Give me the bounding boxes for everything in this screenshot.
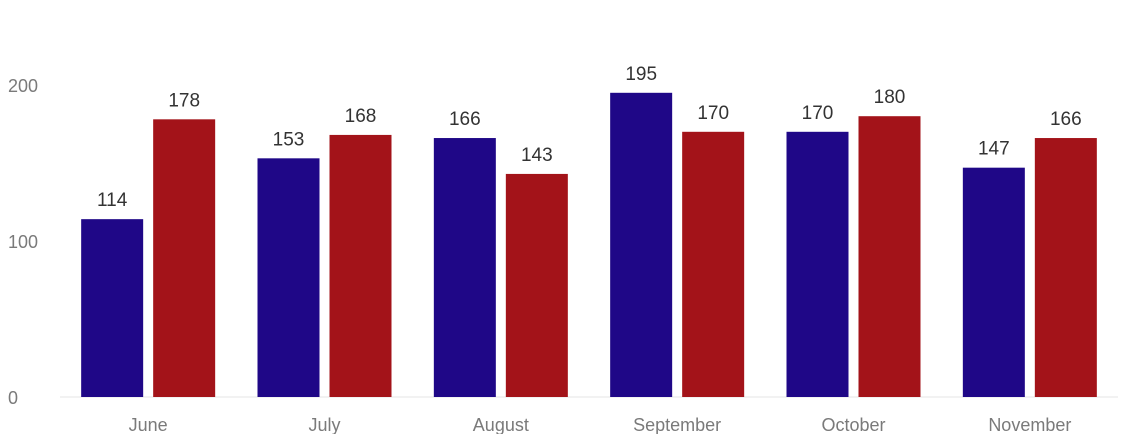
- bar-value-label: 170: [802, 103, 834, 124]
- bar-value-label: 147: [978, 139, 1010, 160]
- y-tick-label: 0: [8, 388, 18, 408]
- y-tick-label: 200: [8, 76, 38, 96]
- bar: [682, 131, 745, 398]
- y-axis-ticks: 0 100 200: [8, 76, 38, 408]
- bar: [610, 92, 673, 398]
- bar-value-label: 178: [168, 90, 200, 111]
- x-category-label: July: [308, 415, 340, 434]
- x-category-label: November: [988, 415, 1071, 434]
- bar: [257, 158, 320, 397]
- bar-value-label: 114: [97, 190, 128, 211]
- bar: [81, 219, 144, 397]
- x-axis-categories: June July August September October November: [129, 415, 1072, 434]
- bar: [153, 119, 216, 397]
- bar: [1034, 138, 1097, 398]
- x-category-label: September: [633, 415, 721, 434]
- bar-value-label: 166: [449, 109, 481, 130]
- bar: [786, 131, 849, 398]
- bar: [505, 173, 568, 397]
- x-category-label: August: [473, 415, 529, 434]
- bar-value-label: 170: [697, 103, 729, 124]
- y-tick-label: 100: [8, 232, 38, 252]
- bar: [433, 138, 496, 398]
- data-labels: 114 178 153 168 166 143 195 170 170 180 147 166: [97, 64, 1082, 211]
- x-category-label: June: [129, 415, 168, 434]
- bar-value-label: 153: [273, 129, 305, 150]
- bars: [81, 92, 1097, 398]
- bar-value-label: 195: [625, 64, 657, 85]
- bar: [962, 167, 1025, 397]
- bar-value-label: 180: [874, 87, 906, 108]
- bar: [329, 134, 392, 398]
- bar-value-label: 168: [345, 106, 377, 127]
- bar-value-label: 166: [1050, 109, 1082, 130]
- bar-value-label: 143: [521, 145, 553, 166]
- x-category-label: October: [821, 415, 885, 434]
- bar: [858, 116, 921, 397]
